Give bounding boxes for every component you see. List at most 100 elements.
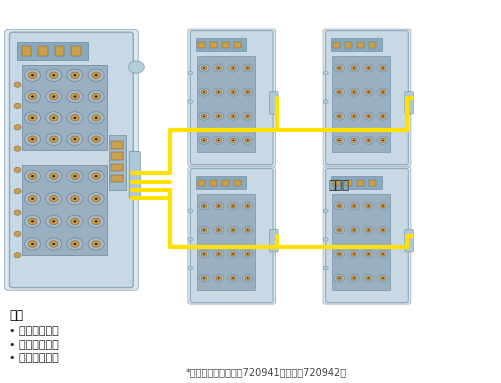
Circle shape (247, 277, 248, 279)
Bar (209, 42, 216, 48)
Circle shape (92, 241, 100, 247)
Circle shape (201, 204, 207, 208)
Circle shape (28, 72, 37, 79)
Circle shape (25, 69, 41, 82)
Circle shape (366, 114, 371, 118)
FancyBboxPatch shape (323, 29, 411, 166)
Circle shape (334, 202, 345, 210)
Circle shape (28, 218, 37, 224)
Circle shape (228, 202, 238, 210)
Circle shape (213, 250, 224, 258)
Circle shape (232, 92, 234, 93)
Circle shape (378, 226, 388, 234)
Circle shape (188, 209, 193, 213)
Circle shape (213, 136, 224, 144)
Circle shape (337, 90, 342, 94)
Circle shape (92, 72, 100, 79)
Bar (39, 46, 48, 56)
Bar (333, 42, 340, 48)
Circle shape (50, 173, 58, 180)
Circle shape (368, 139, 369, 141)
Circle shape (351, 90, 357, 94)
Circle shape (71, 241, 79, 247)
Circle shape (232, 254, 234, 255)
Circle shape (217, 116, 219, 117)
Circle shape (338, 139, 340, 141)
Circle shape (46, 238, 62, 250)
Bar (331, 38, 382, 51)
Circle shape (380, 90, 386, 94)
Circle shape (92, 173, 100, 180)
Circle shape (52, 117, 55, 119)
Circle shape (46, 133, 62, 146)
Circle shape (338, 67, 340, 69)
Circle shape (203, 277, 205, 279)
Circle shape (216, 90, 221, 94)
Circle shape (25, 193, 41, 205)
Circle shape (28, 241, 37, 247)
Circle shape (188, 237, 193, 241)
Circle shape (337, 204, 342, 208)
Circle shape (366, 252, 371, 256)
FancyBboxPatch shape (10, 32, 133, 288)
FancyBboxPatch shape (326, 169, 408, 303)
Circle shape (67, 170, 83, 182)
Bar (332, 194, 390, 290)
Circle shape (14, 210, 21, 215)
Circle shape (382, 67, 384, 69)
Circle shape (363, 112, 374, 120)
Circle shape (334, 64, 345, 72)
Circle shape (349, 64, 359, 72)
Circle shape (74, 74, 77, 76)
Circle shape (349, 226, 359, 234)
Circle shape (368, 92, 369, 93)
Circle shape (349, 112, 359, 120)
Text: • 多点振动分析: • 多点振动分析 (9, 340, 59, 350)
Circle shape (247, 67, 248, 69)
Text: 应用: 应用 (9, 309, 23, 322)
Circle shape (349, 136, 359, 144)
Circle shape (232, 205, 234, 207)
Circle shape (201, 252, 207, 256)
Circle shape (46, 170, 62, 182)
Circle shape (25, 90, 41, 103)
Circle shape (368, 116, 369, 117)
Circle shape (95, 243, 98, 245)
Circle shape (334, 136, 345, 144)
Bar (345, 42, 352, 48)
Circle shape (349, 88, 359, 96)
Circle shape (217, 139, 219, 141)
Circle shape (378, 250, 388, 258)
Circle shape (14, 146, 21, 151)
Circle shape (338, 277, 340, 279)
Circle shape (363, 250, 374, 258)
Circle shape (213, 202, 224, 210)
Circle shape (52, 74, 55, 76)
Circle shape (67, 193, 83, 205)
Circle shape (378, 202, 388, 210)
Circle shape (323, 100, 328, 103)
Circle shape (188, 100, 193, 103)
Circle shape (334, 112, 345, 120)
Circle shape (380, 204, 386, 208)
Circle shape (217, 92, 219, 93)
Circle shape (380, 138, 386, 142)
FancyBboxPatch shape (270, 229, 278, 252)
Circle shape (230, 66, 236, 70)
Circle shape (88, 193, 104, 205)
Circle shape (50, 93, 58, 100)
Circle shape (199, 226, 209, 234)
Circle shape (95, 175, 98, 177)
Text: • 电池单元评估: • 电池单元评估 (9, 326, 59, 336)
Text: *请使用光收发器模块720941和光纤线720942。: *请使用光收发器模块720941和光纤线720942。 (185, 367, 347, 377)
Circle shape (213, 112, 224, 120)
Circle shape (334, 274, 345, 282)
Circle shape (366, 90, 371, 94)
Circle shape (217, 205, 219, 207)
Circle shape (247, 205, 248, 207)
Circle shape (217, 229, 219, 231)
Circle shape (88, 170, 104, 182)
Circle shape (351, 252, 357, 256)
Circle shape (201, 228, 207, 232)
Circle shape (52, 95, 55, 98)
